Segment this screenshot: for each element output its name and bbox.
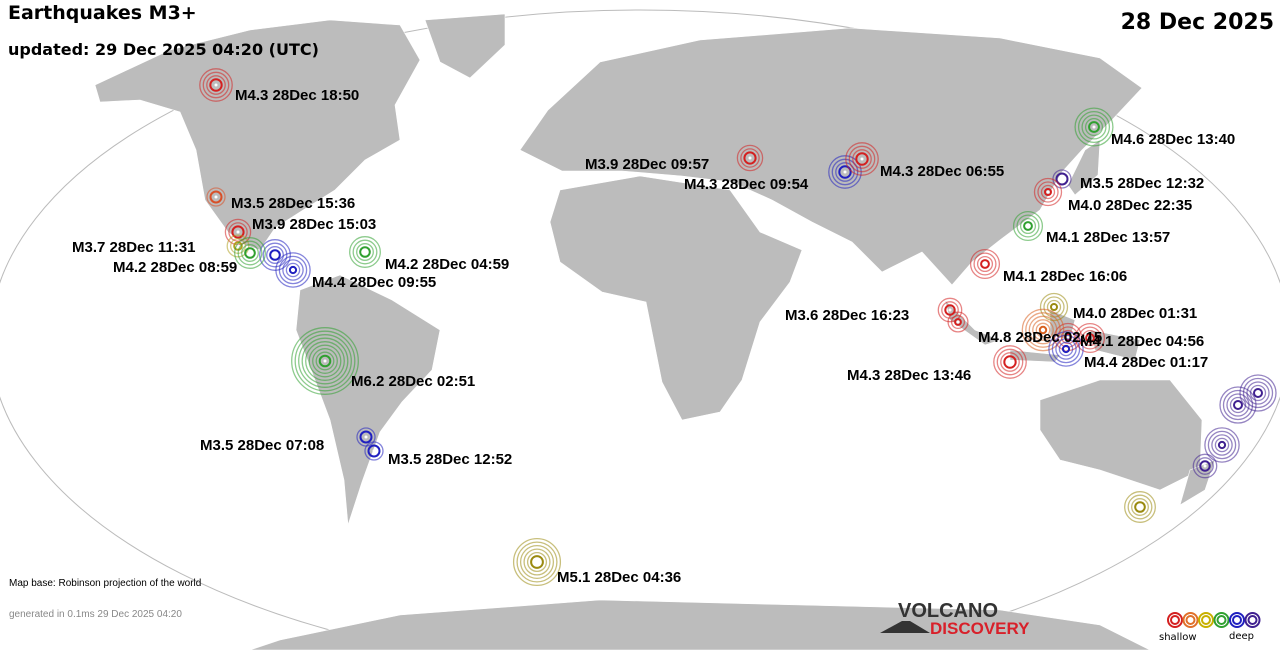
quake-label[interactable]: M4.2 28Dec 08:59: [113, 259, 238, 276]
africa: [549, 175, 803, 421]
quake-marker[interactable]: [512, 537, 562, 587]
quake-marker[interactable]: [1074, 322, 1106, 354]
quake-marker[interactable]: [349, 236, 381, 268]
quake-label[interactable]: M4.1 28Dec 13:57: [1046, 229, 1171, 246]
volcanodiscovery-logo[interactable]: VOLCANO DISCOVERY: [880, 600, 1030, 638]
legend-deep: deep: [1229, 631, 1254, 642]
north-america: [94, 19, 421, 251]
quake-label[interactable]: M4.8 28Dec 02:15: [978, 329, 1103, 346]
quake-label[interactable]: M3.5 28Dec 07:08: [200, 437, 325, 454]
quake-label[interactable]: M4.1 28Dec 16:06: [1003, 268, 1128, 285]
quake-label[interactable]: M4.3 28Dec 13:46: [847, 367, 972, 384]
quake-marker[interactable]: [969, 248, 1001, 280]
map-outline: [0, 9, 1280, 650]
legend-ring: [1213, 612, 1230, 628]
quake-label[interactable]: M4.1 28Dec 04:56: [1080, 333, 1205, 350]
map-base-note: Map base: Robinson projection of the wor…: [9, 578, 202, 589]
quake-label[interactable]: M4.4 28Dec 09:55: [312, 274, 437, 291]
quake-marker[interactable]: [364, 441, 384, 461]
quake-marker[interactable]: [275, 252, 311, 288]
quake-marker[interactable]: [356, 427, 376, 447]
australia: [1039, 379, 1203, 491]
quake-marker[interactable]: [736, 144, 764, 172]
quake-marker[interactable]: [259, 239, 291, 271]
quake-label[interactable]: M3.5 28Dec 12:52: [388, 451, 513, 468]
south-america: [295, 274, 441, 526]
quake-label[interactable]: M4.4 28Dec 01:17: [1084, 354, 1209, 371]
quake-marker[interactable]: [199, 68, 233, 102]
quake-label[interactable]: M4.3 28Dec 09:54: [684, 176, 809, 193]
quake-marker[interactable]: [1124, 491, 1156, 523]
legend-ring: [1198, 612, 1214, 628]
legend-ring: [1167, 612, 1183, 628]
legend-shallow: shallow: [1159, 632, 1197, 643]
generated-note: generated in 0.1ms 29 Dec 2025 04:20: [9, 609, 182, 620]
logo-line1: VOLCANO: [898, 600, 998, 622]
quake-label[interactable]: M3.7 28Dec 11:31: [72, 239, 196, 256]
quake-marker[interactable]: [993, 345, 1027, 379]
greenland: [424, 13, 506, 79]
quake-label[interactable]: M3.5 28Dec 12:32: [1080, 175, 1205, 192]
quake-marker[interactable]: [1033, 177, 1063, 207]
quake-label[interactable]: M3.9 28Dec 15:03: [252, 216, 377, 233]
quake-label[interactable]: M6.2 28Dec 02:51: [351, 373, 476, 390]
quake-marker[interactable]: [234, 237, 266, 269]
quake-label[interactable]: M4.0 28Dec 01:31: [1073, 305, 1198, 322]
quake-marker[interactable]: [1048, 331, 1084, 367]
antarctica: [249, 599, 1151, 650]
quake-label[interactable]: M3.5 28Dec 15:36: [231, 195, 356, 212]
updated-time: updated: 29 Dec 2025 04:20 (UTC): [8, 40, 319, 59]
quake-marker[interactable]: [937, 297, 963, 323]
depth-legend: [1167, 612, 1261, 628]
quake-marker[interactable]: [845, 142, 879, 176]
volcano-icon: [880, 621, 930, 633]
quake-marker[interactable]: [291, 327, 359, 395]
legend-ring: [1229, 612, 1245, 628]
legend-ring: [1182, 612, 1199, 628]
quake-label[interactable]: M3.6 28Dec 16:23: [785, 307, 910, 324]
quake-marker[interactable]: [1192, 453, 1218, 479]
quake-marker[interactable]: [1012, 210, 1044, 242]
quake-label[interactable]: M4.6 28Dec 13:40: [1111, 131, 1236, 148]
quake-label[interactable]: M4.2 28Dec 04:59: [385, 256, 510, 273]
quake-marker[interactable]: [1219, 386, 1257, 424]
quake-label[interactable]: M4.3 28Dec 06:55: [880, 163, 1005, 180]
quake-label[interactable]: M4.0 28Dec 22:35: [1068, 197, 1193, 214]
quake-label[interactable]: M4.3 28Dec 18:50: [235, 87, 360, 104]
quake-marker[interactable]: [947, 311, 969, 333]
land: [94, 13, 1216, 650]
legend-ring: [1244, 612, 1261, 628]
quake-marker[interactable]: [1204, 427, 1240, 463]
quake-markers: [199, 68, 1277, 587]
quake-label[interactable]: M5.1 28Dec 04:36: [557, 569, 682, 586]
quake-marker[interactable]: [1074, 107, 1114, 147]
eurasia: [519, 27, 1143, 286]
quake-label[interactable]: M3.9 28Dec 09:57: [585, 156, 710, 173]
map-date: 28 Dec 2025: [1120, 10, 1274, 35]
map-title: Earthquakes M3+: [8, 2, 197, 24]
logo-line2: DISCOVERY: [930, 619, 1030, 638]
quake-marker[interactable]: [1021, 308, 1065, 352]
quake-marker[interactable]: [206, 187, 226, 207]
